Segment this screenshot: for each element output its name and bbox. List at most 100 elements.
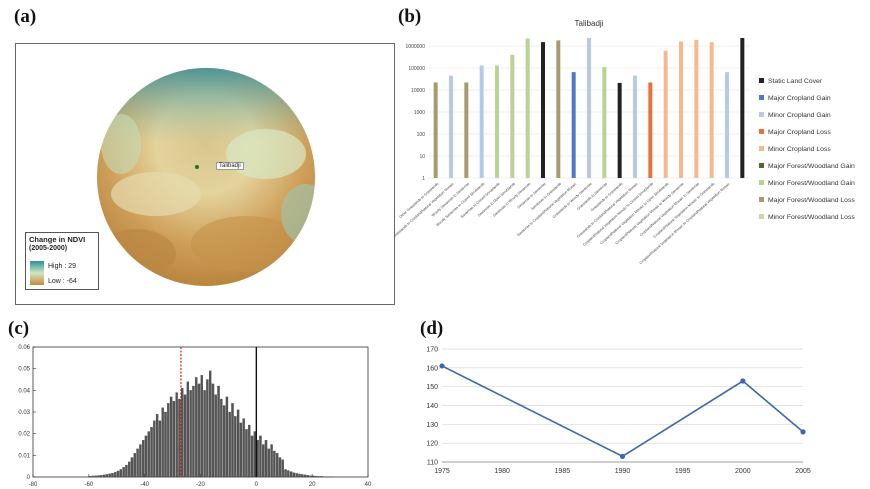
chart-c-y-tick-label: 0.02 <box>18 432 30 438</box>
chart-c-bar <box>208 370 212 478</box>
chart-b-bar <box>479 65 484 178</box>
legend-low-label: Low : -64 <box>48 278 77 285</box>
chart-d-y-tick-label: 130 <box>426 422 438 429</box>
chart-d-y-tick-label: 110 <box>427 460 438 467</box>
chart-c-x-tick-label: -40 <box>140 482 149 488</box>
chart-c-x-tick-label: -80 <box>29 482 38 488</box>
chart-b-y-tick-label: 10000 <box>411 88 425 94</box>
chart-d-y-tick-label: 170 <box>426 347 438 354</box>
chart-b-legend-label: Static Land Cover <box>768 78 823 85</box>
chart-c-bar <box>259 435 262 478</box>
chart-c-bar <box>273 450 276 478</box>
chart-c-bar <box>320 476 324 478</box>
chart-c-bar <box>236 409 240 478</box>
chart-c-x-tick-label: -60 <box>84 482 93 488</box>
chart-b-title: Talibadji <box>575 19 604 28</box>
chart-c-bar <box>248 424 251 478</box>
chart-d-point <box>740 378 746 384</box>
chart-c-bar <box>144 435 148 478</box>
chart-c-bar <box>245 429 248 478</box>
chart-c-x-tick-label: 40 <box>365 482 372 488</box>
chart-b-bar <box>525 38 530 178</box>
chart-b-x-tick-label: Savannas to Savannas <box>517 182 547 210</box>
chart-b-bar <box>694 39 699 179</box>
chart-c-bar <box>284 469 287 478</box>
chart-c-bar <box>125 464 128 478</box>
chart-c-bar <box>139 444 142 478</box>
chart-b-x-tick-label: Cropland/Natural Vegetation Mosaic to Cl… <box>582 182 654 247</box>
chart-c-bar <box>303 474 307 478</box>
panel-label-c: (c) <box>8 318 30 339</box>
chart-b-legend-label: Major Cropland Loss <box>768 129 831 136</box>
ndvi-histogram: 0 0.01 0.02 0.03 0.04 0.05 0.06 -80 -60 -40 -20 0 20… <box>18 345 372 488</box>
chart-c-bar <box>287 470 290 478</box>
chart-c-y-tick-label: 0 <box>27 475 31 481</box>
chart-b-legend-swatch <box>759 146 764 151</box>
legend-subtitle: (2005-2000) <box>29 245 68 252</box>
panel-label-b: (b) <box>398 6 422 27</box>
chart-c-bar <box>306 475 310 478</box>
chart-c-bar <box>136 448 139 478</box>
chart-b-y-tick-label: 1 <box>422 176 425 182</box>
chart-c-x-tick-label: 0 <box>255 482 259 488</box>
chart-c-y-tick-label: 0.03 <box>18 410 30 416</box>
chart-c-bar <box>281 459 284 478</box>
chart-b-bar <box>602 67 607 178</box>
chart-c-bar <box>175 392 178 478</box>
chart-d-x-tick-label: 2005 <box>795 468 811 475</box>
chart-c-bar <box>167 403 170 478</box>
chart-c-bar <box>289 471 293 478</box>
chart-c-bar <box>161 407 164 478</box>
chart-b-legend-swatch <box>759 197 764 202</box>
chart-c-bar <box>225 396 229 478</box>
ndvi-map <box>97 68 315 286</box>
chart-d-x-tick-label: 1975 <box>434 468 450 475</box>
chart-c-y-tick-label: 0.01 <box>18 453 30 459</box>
chart-d-y-tick-label: 140 <box>426 403 438 410</box>
chart-d-point <box>439 363 445 369</box>
chart-d-series-line <box>441 365 804 458</box>
chart-d-y-tick-label: 120 <box>426 441 438 448</box>
chart-c-bar <box>141 440 145 478</box>
chart-b-bar <box>709 42 714 178</box>
chart-d-x-tick-label: 1990 <box>615 468 631 475</box>
chart-c-bar <box>317 476 321 478</box>
chart-c-bar <box>128 461 131 478</box>
site-marker-icon <box>195 165 199 169</box>
chart-c-bar <box>178 398 181 478</box>
chart-c-bar <box>200 375 203 478</box>
chart-c-bar <box>133 453 136 478</box>
chart-c-bar <box>150 427 153 478</box>
chart-d-x-tick-label: 1980 <box>494 468 510 475</box>
chart-b-legend-swatch <box>759 163 764 168</box>
chart-c-bar <box>298 473 301 478</box>
chart-c-bar <box>116 470 120 478</box>
chart-c-bar <box>192 385 195 478</box>
chart-c-bar <box>309 475 312 478</box>
chart-c-bar <box>122 467 125 478</box>
chart-c-bar <box>158 420 162 478</box>
chart-c-bar <box>250 435 254 478</box>
chart-b-legend-swatch <box>759 112 764 117</box>
chart-d-y-tick-label: 160 <box>426 365 438 372</box>
chart-d-x-tick-label: 2000 <box>735 468 751 475</box>
chart-b-legend-swatch <box>759 180 764 185</box>
chart-b-bar <box>663 50 668 178</box>
chart-c-bar <box>91 475 95 478</box>
chart-c-x-tick-label: -20 <box>196 482 205 488</box>
chart-c-bar <box>147 431 150 478</box>
chart-b-y-tick-label: 100000 <box>408 66 425 72</box>
chart-b-y-tick-label: 1000000 <box>406 44 426 50</box>
chart-c-y-tick-label: 0.04 <box>18 388 30 394</box>
chart-b-legend-swatch <box>759 214 764 219</box>
chart-c-bar <box>292 472 296 478</box>
chart-b-legend-swatch <box>759 78 764 83</box>
chart-c-bar <box>94 475 97 478</box>
chart-c-bar <box>203 390 206 478</box>
chart-c-bar <box>172 401 176 478</box>
chart-c-bar <box>186 381 190 478</box>
chart-c-bar <box>88 476 92 478</box>
chart-b-legend-label: Minor Forest/Woodland Loss <box>768 214 855 221</box>
map-place-label: Talibadji <box>216 162 244 170</box>
chart-b-bar <box>571 72 576 178</box>
